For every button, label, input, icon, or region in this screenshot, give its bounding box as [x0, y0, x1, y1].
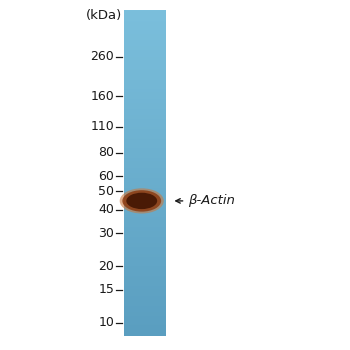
Text: 20: 20	[98, 260, 114, 273]
Text: 15: 15	[98, 283, 114, 296]
Text: 50: 50	[98, 185, 114, 198]
Text: 10: 10	[98, 316, 114, 329]
Ellipse shape	[120, 188, 164, 214]
Text: 110: 110	[90, 120, 114, 133]
Ellipse shape	[122, 190, 161, 212]
Text: 30: 30	[98, 226, 114, 240]
Text: 40: 40	[98, 203, 114, 216]
Text: (kDa): (kDa)	[86, 9, 122, 22]
Ellipse shape	[126, 193, 157, 209]
Text: 160: 160	[90, 90, 114, 103]
Text: 60: 60	[98, 170, 114, 183]
Text: β-Actin: β-Actin	[188, 194, 235, 208]
Text: 80: 80	[98, 146, 114, 160]
Text: 260: 260	[90, 50, 114, 63]
